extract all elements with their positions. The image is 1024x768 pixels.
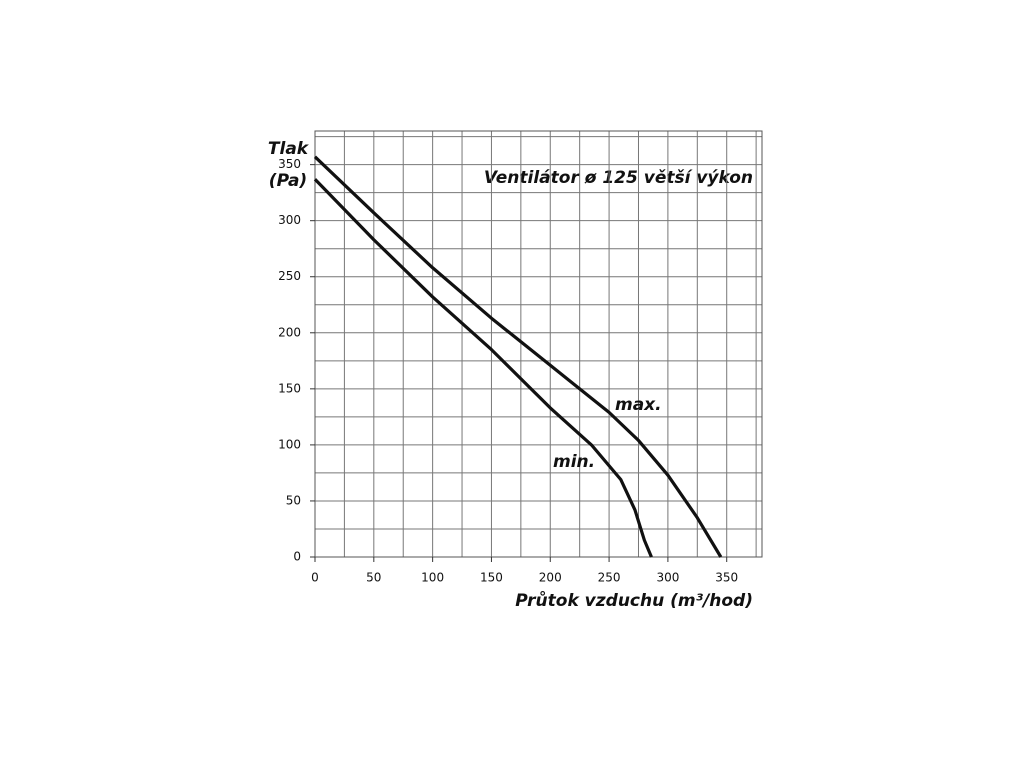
y-tick-label: 300 bbox=[278, 213, 301, 227]
y-tick-label: 0 bbox=[293, 550, 301, 564]
series-line bbox=[313, 178, 653, 558]
y-tick-label: 200 bbox=[278, 325, 301, 339]
x-tick-label: 50 bbox=[366, 571, 381, 585]
x-tick-label: 0 bbox=[311, 571, 319, 585]
y-tick-label: 250 bbox=[278, 269, 301, 283]
x-tick-label: 350 bbox=[715, 571, 738, 585]
y-axis-label: (Pa) bbox=[269, 171, 307, 191]
x-axis-label: Průtok vzduchu (m³/hod) bbox=[515, 590, 753, 611]
x-tick-label: 100 bbox=[421, 571, 444, 585]
x-tick-label: 150 bbox=[480, 571, 503, 585]
series-label: min. bbox=[553, 452, 595, 472]
chart-title: Ventilátor ø 125 větší výkon bbox=[484, 168, 753, 188]
y-axis-label: Tlak bbox=[268, 139, 310, 159]
y-tick-label: 150 bbox=[278, 381, 301, 395]
plot-frame bbox=[314, 130, 763, 558]
x-tick-label: 200 bbox=[539, 571, 562, 585]
y-tick-label: 350 bbox=[278, 157, 301, 171]
x-tick-label: 250 bbox=[598, 571, 621, 585]
x-tick-label: 300 bbox=[656, 571, 679, 585]
series-label: max. bbox=[615, 395, 662, 415]
y-tick-label: 100 bbox=[278, 437, 301, 451]
series-line bbox=[313, 155, 723, 558]
y-tick-label: 50 bbox=[286, 493, 301, 507]
